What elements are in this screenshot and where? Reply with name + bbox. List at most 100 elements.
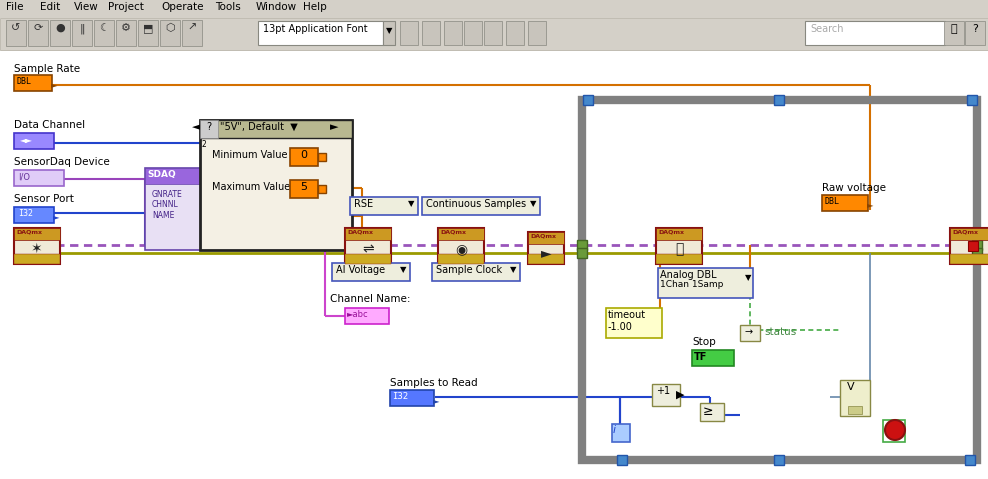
Bar — [692, 350, 734, 366]
Bar — [116, 20, 136, 46]
Text: i: i — [613, 425, 617, 435]
Bar — [345, 228, 391, 264]
Bar — [700, 403, 724, 421]
Text: ◉: ◉ — [454, 242, 467, 256]
Text: →: → — [744, 327, 752, 337]
Bar — [28, 20, 48, 46]
Bar — [656, 228, 702, 240]
Text: ◄: ◄ — [192, 122, 201, 132]
Text: Search: Search — [810, 24, 844, 34]
Bar — [438, 254, 484, 264]
Text: I/O: I/O — [18, 172, 30, 181]
Bar — [160, 20, 180, 46]
Text: RSE: RSE — [354, 199, 373, 209]
Text: 2: 2 — [201, 140, 206, 149]
Bar — [290, 180, 318, 198]
Bar — [444, 21, 462, 45]
Text: Edit: Edit — [40, 2, 60, 12]
Text: Project: Project — [108, 2, 144, 12]
Bar — [740, 325, 760, 341]
Bar — [506, 21, 524, 45]
Bar — [840, 380, 870, 416]
Bar — [290, 148, 318, 166]
Bar — [6, 20, 26, 46]
Bar — [583, 95, 593, 105]
Bar — [848, 406, 862, 414]
Text: -1.00: -1.00 — [608, 322, 633, 332]
Bar — [200, 120, 352, 138]
Bar — [145, 168, 203, 250]
Text: Channel Name:: Channel Name: — [330, 294, 410, 304]
Bar — [138, 20, 158, 46]
Text: ↗: ↗ — [188, 23, 197, 33]
Bar — [72, 20, 92, 46]
Text: ▼: ▼ — [510, 265, 517, 274]
Text: Analog DBL: Analog DBL — [660, 270, 716, 280]
Text: Sample Clock: Sample Clock — [436, 265, 502, 275]
Text: Raw voltage: Raw voltage — [822, 183, 886, 193]
Bar — [14, 228, 60, 264]
Bar — [318, 153, 326, 161]
Bar — [383, 21, 395, 45]
Bar — [528, 21, 546, 45]
Text: GNRATE
CHNNL
NAME: GNRATE CHNNL NAME — [152, 190, 183, 220]
Bar — [438, 228, 484, 264]
Bar — [258, 21, 383, 45]
Bar — [950, 254, 988, 264]
Bar — [14, 254, 60, 264]
Text: ►: ► — [51, 80, 57, 89]
Bar — [612, 424, 630, 442]
Text: DAQmx: DAQmx — [440, 229, 466, 234]
Bar — [822, 195, 868, 211]
Bar — [345, 308, 389, 324]
Text: ?: ? — [972, 24, 978, 34]
Circle shape — [885, 420, 905, 440]
Bar — [528, 232, 564, 244]
Text: ✶: ✶ — [32, 242, 42, 256]
Bar — [577, 248, 587, 258]
Text: status: status — [764, 327, 796, 337]
Bar — [950, 228, 988, 240]
Bar — [656, 254, 702, 264]
Bar — [0, 18, 988, 50]
Bar — [350, 197, 418, 215]
Bar — [577, 240, 587, 250]
Text: 0: 0 — [300, 150, 307, 160]
Text: Sensor Port: Sensor Port — [14, 194, 74, 204]
Text: ⇌: ⇌ — [363, 242, 373, 256]
Text: ▼: ▼ — [385, 26, 392, 35]
Text: DBL: DBL — [824, 197, 839, 206]
Bar — [464, 21, 482, 45]
Bar — [422, 197, 540, 215]
Text: DAQmx: DAQmx — [530, 233, 556, 238]
Bar — [652, 384, 680, 406]
Text: SDAQ: SDAQ — [147, 170, 176, 179]
Text: ◄►: ◄► — [20, 135, 33, 144]
Text: ≥: ≥ — [703, 405, 713, 418]
Bar — [438, 228, 484, 240]
Bar — [774, 455, 784, 465]
Text: Window: Window — [256, 2, 296, 12]
Text: timeout: timeout — [608, 310, 646, 320]
Text: Help: Help — [302, 2, 326, 12]
Bar — [432, 263, 520, 281]
Text: ▶: ▶ — [676, 390, 685, 400]
Text: View: View — [74, 2, 99, 12]
Bar — [883, 420, 905, 442]
Text: ►: ► — [540, 246, 551, 260]
Bar — [528, 232, 564, 264]
Text: ‖: ‖ — [79, 23, 85, 34]
Text: 5: 5 — [300, 182, 307, 192]
Bar — [94, 20, 114, 46]
Text: ●: ● — [55, 23, 65, 33]
Text: ▼: ▼ — [408, 199, 415, 208]
Text: SensorDaq Device: SensorDaq Device — [14, 157, 110, 167]
Text: Tools: Tools — [215, 2, 241, 12]
Text: Minimum Value: Minimum Value — [212, 150, 288, 160]
Text: ⬡: ⬡ — [165, 23, 175, 33]
Text: Samples to Read: Samples to Read — [390, 378, 477, 388]
Text: 13pt Application Font: 13pt Application Font — [263, 24, 368, 34]
Bar — [774, 95, 784, 105]
Bar — [967, 95, 977, 105]
Text: I32: I32 — [392, 392, 408, 401]
